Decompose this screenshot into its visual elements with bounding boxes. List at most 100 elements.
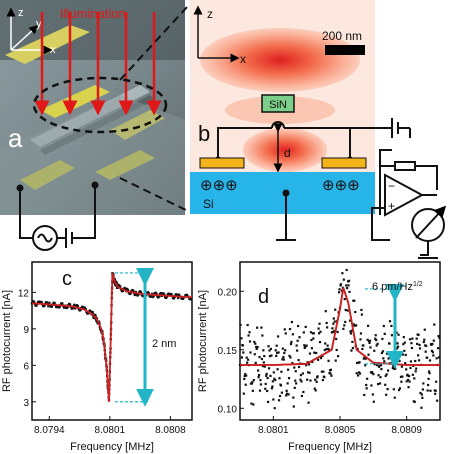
chart-d-data-point <box>250 382 254 385</box>
chart-d-data-point <box>375 338 378 342</box>
chart-d-data-point <box>398 387 402 390</box>
chart-d-data-point <box>372 400 375 403</box>
chart-d-data-point <box>294 370 297 373</box>
chart-d-y-tick-label: 0.10 <box>218 404 238 415</box>
chart-d-data-point <box>304 325 307 328</box>
chart-d-data-point <box>252 403 255 406</box>
chart-c-data-point <box>32 300 35 303</box>
sin-beam-label: SiN <box>269 99 287 111</box>
chart-d-data-point <box>255 345 258 349</box>
chart-d-data-point <box>344 308 347 312</box>
chart-d-data-point <box>405 368 408 371</box>
chart-c-data-point <box>40 300 43 304</box>
chart-d-data-point <box>366 377 369 380</box>
chart-d-data-point <box>251 380 254 384</box>
chart-d-data-point <box>358 361 361 364</box>
chart-d-data-point <box>258 389 262 392</box>
chart-c-data-point <box>48 301 51 305</box>
chart-d-data-point <box>427 377 430 380</box>
chart-d-data-point <box>409 360 413 363</box>
chart-d-data-point <box>348 290 351 293</box>
chart-d-data-point <box>266 376 269 380</box>
chart-d-data-point <box>368 341 371 345</box>
chart-d-data-point <box>292 396 295 399</box>
chart-d-data-point <box>339 283 343 286</box>
chart-d-data-point <box>351 340 354 343</box>
chart-d-data-point <box>277 399 281 402</box>
chart-d-data-point <box>397 333 400 336</box>
chart-d-data-point <box>399 375 403 378</box>
chart-d-data-point <box>265 374 268 377</box>
chart-c-data-point <box>180 297 183 300</box>
chart-d-data-point <box>362 344 365 347</box>
chart-c-data-point <box>47 304 50 308</box>
panel-c-label: c <box>62 268 72 290</box>
chart-d-data-point <box>316 375 319 378</box>
chart-d-annotation: 6 pm/Hz1/2 <box>372 281 423 293</box>
chart-d-data-point <box>421 388 424 391</box>
chart-d-data-point <box>247 334 250 337</box>
chart-c-data-point <box>91 310 94 314</box>
chart-c-data-point <box>131 289 135 293</box>
chart-d-data-point <box>400 365 404 368</box>
chart-c-data-point <box>115 282 118 285</box>
chart-d-data-point <box>384 374 387 377</box>
illumination-label: Illumination <box>60 6 126 21</box>
chart-d-data-point <box>381 350 384 353</box>
chart-d-data-point <box>304 345 307 348</box>
chart-d-data-point <box>270 387 274 390</box>
chart-d-data-point <box>302 331 305 334</box>
chart-d-data-point <box>385 393 388 396</box>
chart-d-data-point <box>336 355 340 358</box>
chart-d-data-point <box>341 272 344 275</box>
chart-d-data-point <box>436 399 439 402</box>
chart-d-data-point <box>356 347 359 351</box>
chart-d-data-point <box>414 370 417 373</box>
chart-d-data-point <box>272 371 275 374</box>
chart-d-data-point <box>359 338 362 341</box>
chart-d-data-point <box>407 386 410 389</box>
chart-d-data-point <box>294 379 297 382</box>
chart-d-data-point <box>429 389 432 392</box>
chart-c-data-point <box>53 301 56 305</box>
chart-d-data-point <box>430 349 434 352</box>
chart-d-data-point <box>410 342 413 345</box>
substrate-plateau <box>0 95 185 215</box>
chart-d-data-point <box>316 358 320 361</box>
chart-d-data-point <box>312 332 315 335</box>
chart-d-data-point <box>296 339 299 342</box>
chart-d-data-point <box>281 358 284 361</box>
chart-d-data-point <box>371 393 374 396</box>
chart-d-data-point <box>365 387 368 390</box>
chart-d-data-point <box>420 393 424 396</box>
chart-d-data-point <box>359 332 363 335</box>
chart-d-data-point <box>311 360 314 364</box>
chart-d-data-point <box>271 380 274 383</box>
sin-beam <box>261 94 295 113</box>
chart-d-data-point <box>372 373 375 376</box>
chart-d-data-point <box>312 337 315 340</box>
chart-d-data-point <box>413 377 416 380</box>
axis-y-arrow <box>10 24 39 51</box>
chart-d-data-point <box>331 330 334 334</box>
panel-d-label: d <box>258 286 269 308</box>
chart-c-data-point <box>50 305 54 308</box>
chart-d-data-point <box>307 401 310 404</box>
chart-d-data-point <box>402 336 405 339</box>
chart-d-data-point <box>242 392 245 395</box>
chart-d-data-point <box>276 335 280 338</box>
field-lobe-bottom <box>243 128 327 172</box>
chart-d-data-point <box>426 383 430 387</box>
panel-b: z x 200 nm SiN b d ⊕⊕⊕ ⊕⊕⊕ Si <box>190 0 410 241</box>
chart-d-data-point <box>405 380 408 383</box>
chart-d-data-point <box>390 334 394 337</box>
chart-c-data-point <box>184 294 187 297</box>
chart-d-data-point <box>323 376 326 379</box>
chart-d-data-point <box>246 358 250 361</box>
chart-d-data-point <box>336 330 339 334</box>
chart-d-data-point <box>425 344 428 347</box>
chart-c-y-tick-label: 12 <box>18 288 30 299</box>
chart-d-data-point <box>379 364 383 367</box>
chart-d-data-point <box>396 342 399 345</box>
chart-d-data-point <box>364 364 367 367</box>
